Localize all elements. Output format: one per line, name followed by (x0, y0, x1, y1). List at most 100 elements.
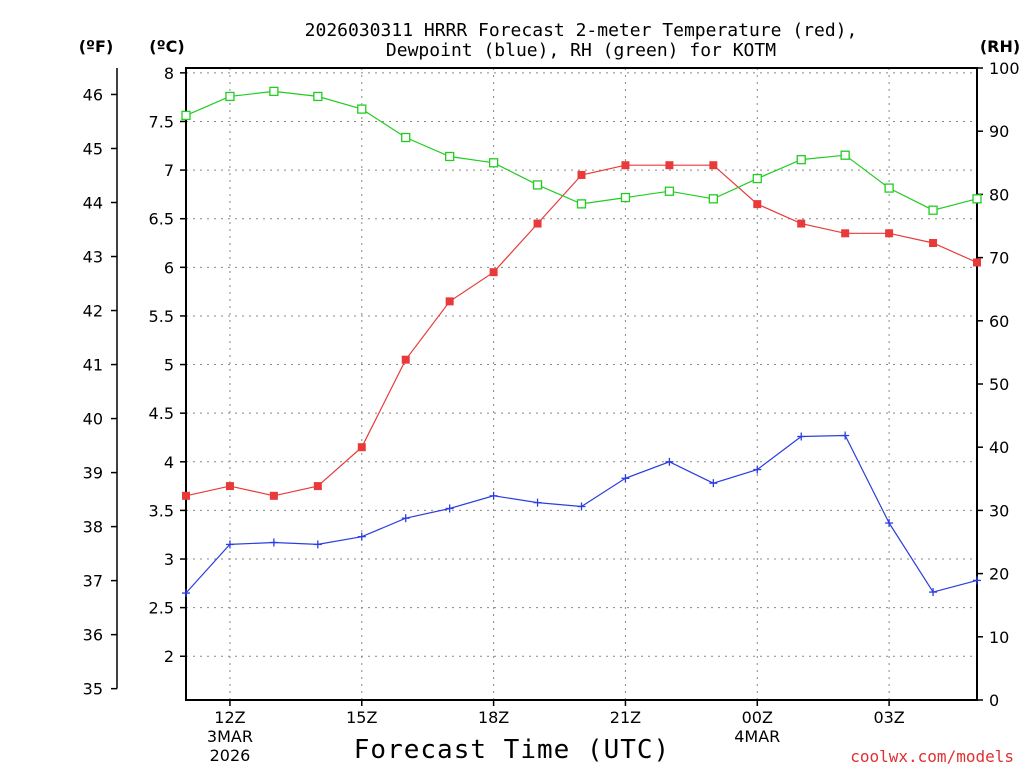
dewpoint-point (445, 504, 454, 513)
celsius-tick-label: 5.5 (149, 307, 174, 326)
dewpoint-point (269, 538, 278, 547)
rh-point (840, 150, 850, 160)
rh-point (357, 104, 367, 114)
dewpoint-point (533, 498, 542, 507)
x-tick-label: 21Z (610, 708, 641, 727)
x-tick-label: 12Z (214, 708, 245, 727)
fahrenheit-tick-label: 40 (83, 410, 103, 429)
rh-tick-label: 40 (989, 438, 1009, 457)
rh-point (445, 151, 455, 162)
chart-title-line2: Dewpoint (blue), RH (green) for KOTM (386, 40, 776, 61)
temperature-point (709, 161, 718, 170)
grid-lines (186, 68, 977, 700)
fahrenheit-tick-label: 38 (83, 518, 103, 537)
temperature-point (577, 170, 586, 179)
rh-point (884, 183, 894, 193)
temperature-point (885, 229, 894, 238)
rh-point (708, 194, 718, 204)
temperature-point (313, 482, 322, 491)
fahrenheit-tick-label: 39 (83, 464, 103, 483)
rh-point (752, 173, 762, 184)
celsius-unit-label: (ºC) (149, 37, 184, 56)
chart-title-line1: 2026030311 HRRR Forecast 2-meter Tempera… (305, 20, 858, 41)
fahrenheit-tick-label: 44 (83, 194, 103, 213)
rh-tick-label: 0 (989, 691, 999, 710)
dewpoint-point (929, 588, 938, 597)
celsius-tick-label: 3.5 (149, 501, 174, 520)
dewpoint-point (841, 431, 850, 440)
rh-point (181, 110, 191, 121)
plot-frame (185, 67, 978, 701)
x-tick-label: 18Z (478, 708, 509, 727)
temperature-point (225, 482, 234, 491)
dewpoint-point (357, 532, 366, 541)
dewpoint-point (973, 576, 981, 585)
fahrenheit-tick-label: 37 (83, 572, 103, 591)
temperature-line (185, 164, 978, 497)
celsius-tick-label: 2.5 (149, 599, 174, 618)
x-tick-sublabel: 2026 (210, 746, 251, 765)
temperature-point (533, 219, 542, 228)
fahrenheit-tick-label: 45 (83, 139, 103, 158)
celsius-tick-label: 3 (164, 550, 174, 569)
fahrenheit-unit-label: (ºF) (79, 37, 114, 56)
rh-tick-label: 50 (989, 375, 1009, 394)
rh-point (269, 86, 279, 97)
rh-tick-label: 10 (989, 628, 1009, 647)
temperature-point (973, 258, 981, 267)
x-tick-sublabel: 3MAR (207, 727, 253, 746)
rh-tick-label: 90 (989, 122, 1009, 141)
rh-tick-label: 60 (989, 312, 1009, 331)
data-series (181, 86, 982, 598)
temperature-point (401, 355, 410, 364)
rh-point (576, 199, 587, 209)
dewpoint-point (401, 514, 410, 523)
rh-point (313, 91, 323, 102)
dewpoint-point (621, 474, 630, 483)
rh-point (928, 205, 938, 215)
temperature-point (269, 491, 278, 500)
fahrenheit-tick-label: 42 (83, 302, 103, 321)
rh-tick-label: 100 (989, 59, 1020, 78)
rh-tick-label: 70 (989, 249, 1009, 268)
rh-point (401, 132, 411, 143)
x-tick-label: 15Z (346, 708, 377, 727)
celsius-tick-label: 2 (164, 647, 174, 666)
celsius-tick-label: 8 (164, 64, 174, 83)
dewpoint-point (577, 502, 586, 511)
fahrenheit-tick-label: 41 (83, 356, 103, 375)
dewpoint-point (753, 465, 762, 474)
rh-line (185, 90, 978, 211)
fahrenheit-tick-label: 43 (83, 248, 103, 267)
fahrenheit-tick-label: 36 (83, 626, 103, 645)
celsius-tick-label: 6 (164, 258, 174, 277)
temperature-point (182, 491, 190, 500)
rh-point (225, 91, 235, 102)
credit-text: coolwx.com/models (850, 747, 1014, 766)
dewpoint-point (182, 589, 190, 598)
temperature-point (841, 229, 850, 238)
rh-tick-label: 80 (989, 185, 1009, 204)
rh-point (620, 192, 631, 203)
dewpoint-point (885, 519, 894, 528)
rh-point (796, 154, 806, 165)
dewpoint-point (313, 540, 322, 549)
celsius-tick-label: 7 (164, 161, 174, 180)
celsius-tick-label: 4.5 (149, 404, 174, 423)
celsius-tick-label: 7.5 (149, 112, 174, 131)
x-tick-label: 00Z (742, 708, 773, 727)
temperature-point (489, 268, 498, 277)
dewpoint-point (709, 479, 718, 488)
celsius-tick-label: 6.5 (149, 210, 174, 229)
celsius-tick-label: 5 (164, 356, 174, 375)
temperature-point (445, 297, 454, 306)
x-tick-label: 03Z (873, 708, 904, 727)
temperature-point (797, 219, 806, 228)
dewpoint-point (225, 540, 234, 549)
temperature-point (357, 443, 366, 452)
temperature-point (753, 200, 762, 209)
rh-tick-label: 30 (989, 501, 1009, 520)
rh-point (488, 158, 499, 168)
